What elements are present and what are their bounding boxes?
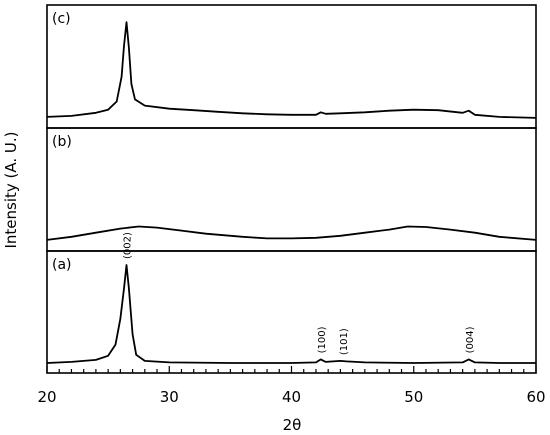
peak-label: (100): [317, 326, 328, 353]
y-axis-label: Intensity (A. U.): [2, 131, 20, 248]
xrd-curves: [46, 21, 537, 364]
panel-label: (c): [52, 11, 71, 27]
peak-label: (004): [465, 326, 476, 353]
x-axis-label: 2θ: [283, 416, 302, 434]
series-line: [46, 264, 536, 364]
series-line: [46, 225, 537, 241]
x-tick-label: 30: [160, 388, 179, 406]
x-tick-label: 60: [526, 388, 545, 406]
panel-frame: [46, 127, 537, 252]
x-axis-ticks: [46, 366, 537, 373]
panel-frame: [46, 4, 537, 129]
panel-label: (a): [52, 257, 72, 273]
chart-labels: (c) (b) (a) (002) (100) (101) (004) 20 30 40 50 60: [37, 11, 545, 406]
x-tick-label: 40: [282, 388, 301, 406]
series-line: [46, 21, 537, 119]
peak-label: (101): [339, 328, 350, 355]
panel-label: (b): [52, 134, 72, 150]
peak-label: (002): [123, 232, 134, 259]
x-tick-label: 50: [404, 388, 423, 406]
x-tick-label: 20: [37, 388, 56, 406]
